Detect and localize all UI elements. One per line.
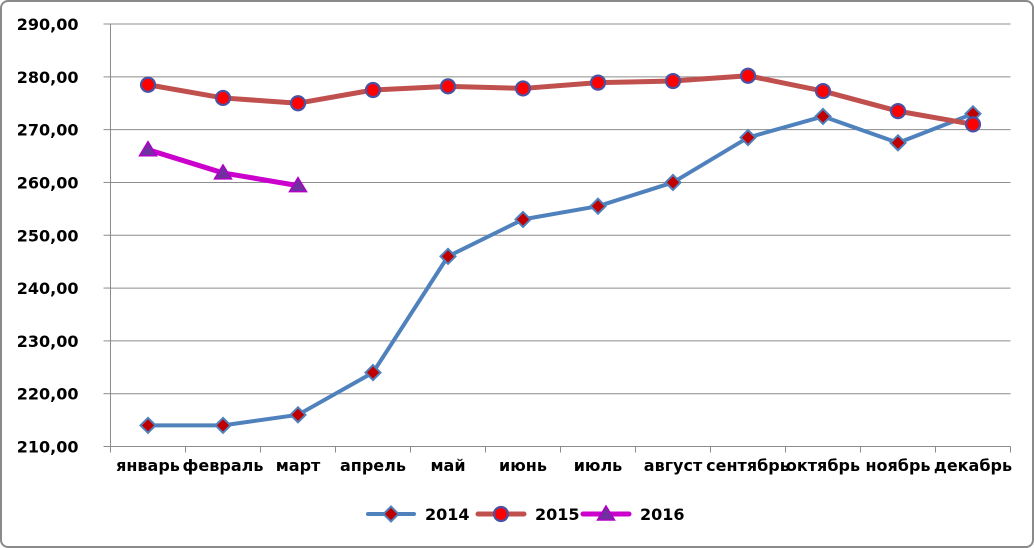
data-point-marker-2014 xyxy=(514,210,532,229)
legend-marker-circle-icon xyxy=(492,505,510,523)
series-2015 xyxy=(139,67,982,133)
data-point-marker-2014 xyxy=(439,247,457,266)
legend-marker-triangle-icon xyxy=(596,504,616,521)
data-point-marker-2014 xyxy=(664,173,682,192)
data-point-marker-2014 xyxy=(214,416,232,435)
y-tick-label: 260,00 xyxy=(17,173,79,192)
y-tick-label: 290,00 xyxy=(17,15,79,34)
data-point-marker-2014 xyxy=(814,107,832,126)
data-point-marker-2014 xyxy=(739,128,757,147)
x-tick-label: март xyxy=(276,456,321,475)
x-tick-label: октябрь xyxy=(786,456,860,475)
y-tick-label: 220,00 xyxy=(17,385,79,404)
data-point-marker-2015 xyxy=(814,82,832,100)
data-point-marker-2015 xyxy=(889,103,907,120)
y-tick-label: 240,00 xyxy=(17,279,79,298)
x-tick-label: январь xyxy=(116,456,180,475)
y-tick-label: 270,00 xyxy=(17,121,79,140)
data-point-marker-2015 xyxy=(139,76,157,93)
data-point-marker-2014 xyxy=(889,133,907,152)
y-tick-label: 210,00 xyxy=(17,438,79,457)
series-line-2014 xyxy=(146,111,975,428)
data-point-marker-2015 xyxy=(664,72,682,90)
x-tick-label: август xyxy=(644,456,703,475)
x-tick-label: февраль xyxy=(183,456,264,475)
x-tick-label: май xyxy=(430,456,465,475)
data-point-marker-2016 xyxy=(138,140,158,157)
legend-label: 2015 xyxy=(535,505,580,524)
legend-label: 2016 xyxy=(640,505,685,524)
legend-marker-diamond-icon xyxy=(382,505,400,523)
series-2014 xyxy=(139,104,982,435)
data-point-marker-2016 xyxy=(288,176,308,193)
data-point-marker-2015 xyxy=(964,116,982,133)
y-tick-label: 280,00 xyxy=(17,68,79,87)
data-point-marker-2015 xyxy=(739,67,757,84)
data-point-marker-2015 xyxy=(214,89,232,107)
series-2016 xyxy=(138,140,308,193)
data-point-marker-2014 xyxy=(364,363,382,382)
series-line-2015 xyxy=(145,73,976,127)
legend-label: 2014 xyxy=(425,505,470,524)
data-point-marker-2015 xyxy=(514,80,532,97)
legend-item-2015: 2015 xyxy=(475,505,580,524)
data-point-marker-2014 xyxy=(139,416,157,435)
data-point-marker-2015 xyxy=(364,81,382,99)
data-point-marker-2015 xyxy=(589,74,607,91)
legend: 2014 2015 2016 xyxy=(366,504,685,524)
data-point-marker-2016 xyxy=(213,163,233,180)
y-tick-label: 230,00 xyxy=(17,332,79,351)
x-tick-label: июнь xyxy=(499,456,547,475)
y-tick-label: 250,00 xyxy=(17,226,79,245)
x-tick-label: июль xyxy=(574,456,623,475)
x-tick-label: апрель xyxy=(340,456,406,475)
x-tick-label: ноябрь xyxy=(865,456,930,475)
data-point-marker-2015 xyxy=(439,78,457,95)
data-point-marker-2015 xyxy=(289,95,307,112)
legend-item-2014: 2014 xyxy=(366,505,470,524)
data-point-marker-2014 xyxy=(289,405,307,424)
data-point-marker-2014 xyxy=(589,197,607,216)
x-tick-label: декабрь xyxy=(934,456,1012,475)
legend-item-2016: 2016 xyxy=(580,504,685,524)
x-tick-label: сентябрь xyxy=(706,456,790,475)
